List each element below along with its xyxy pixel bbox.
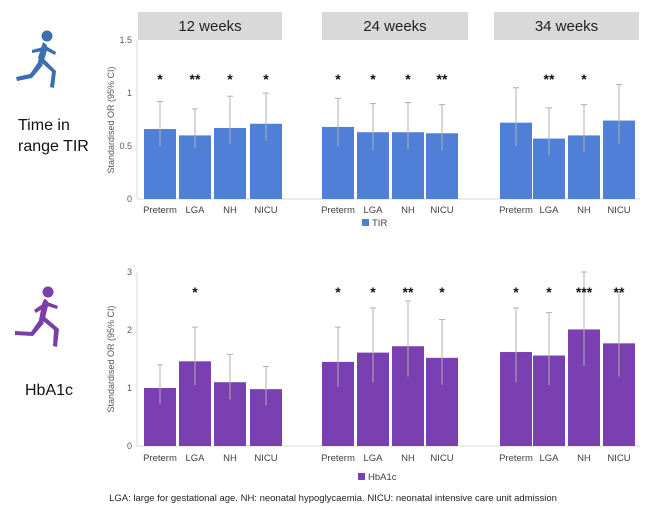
hba1c-side-label-line-1: HbA1c [25, 382, 74, 399]
runner-icon [16, 30, 56, 88]
significance-label: * [546, 284, 552, 300]
time-header-box [322, 12, 468, 40]
x-tick-label: NICU [430, 453, 453, 464]
y-tick-label: 0 [127, 194, 132, 204]
significance-label: * [439, 284, 445, 300]
hba1c-side-label: HbA1c [25, 380, 73, 401]
time-header-box [494, 12, 639, 40]
x-tick-label: LGA [185, 205, 205, 216]
significance-label: ** [544, 71, 555, 87]
y-tick-label: 0.5 [119, 141, 132, 151]
x-tick-label: NICU [607, 205, 630, 216]
x-tick-label: NH [223, 205, 237, 216]
legend-swatch [358, 473, 365, 480]
x-tick-label: Preterm [143, 205, 177, 216]
significance-label: * [335, 71, 341, 87]
legend-label: TIR [372, 218, 387, 229]
x-tick-label: Preterm [143, 453, 177, 464]
x-tick-label: NICU [430, 205, 453, 216]
x-tick-label: LGA [185, 453, 205, 464]
tir-side-label-line-2: range TIR [18, 138, 89, 155]
x-tick-label: LGA [539, 205, 559, 216]
y-tick-label: 2 [127, 325, 132, 335]
significance-label: * [370, 71, 376, 87]
runner-figure [15, 286, 59, 347]
significance-label: * [192, 284, 198, 300]
legend-swatch [362, 219, 369, 226]
x-tick-label: NICU [607, 453, 630, 464]
time-header-label: 34 weeks [535, 18, 598, 35]
significance-label: ** [190, 71, 201, 87]
x-tick-label: NH [401, 453, 415, 464]
x-tick-label: NH [223, 453, 237, 464]
significance-label: ** [437, 71, 448, 87]
tir-side-label-line-1: Time in [18, 117, 70, 134]
x-tick-label: LGA [539, 453, 559, 464]
significance-label: ** [614, 284, 625, 300]
significance-label: * [581, 71, 587, 87]
significance-label: *** [576, 284, 593, 300]
tir-side-label: Time in range TIR [18, 115, 89, 157]
x-tick-label: NH [401, 205, 415, 216]
x-tick-label: Preterm [321, 205, 355, 216]
y-tick-label: 1 [127, 383, 132, 393]
time-header-label: 12 weeks [178, 18, 241, 35]
significance-label: * [370, 284, 376, 300]
x-tick-label: NICU [254, 205, 277, 216]
x-tick-label: LGA [363, 453, 383, 464]
significance-label: ** [403, 284, 414, 300]
runner-figure [16, 30, 56, 88]
x-tick-label: Preterm [321, 453, 355, 464]
legend-label: HbA1c [368, 472, 397, 483]
y-tick-label: 1 [127, 88, 132, 98]
x-tick-label: Preterm [499, 205, 533, 216]
significance-label: * [335, 284, 341, 300]
significance-label: * [513, 284, 519, 300]
footnote: LGA: large for gestational age. NH: neon… [109, 493, 557, 504]
y-axis-title: Standardised OR (95% CI) [106, 66, 116, 173]
significance-label: * [263, 71, 269, 87]
y-axis-title: Standardised OR (95% CI) [106, 305, 116, 412]
runner-icon [15, 286, 59, 347]
y-tick-label: 3 [127, 267, 132, 277]
x-tick-label: NH [577, 453, 591, 464]
significance-label: * [157, 71, 163, 87]
significance-label: * [405, 71, 411, 87]
y-tick-label: 1.5 [119, 35, 132, 45]
time-header-box [138, 12, 282, 40]
significance-label: * [227, 71, 233, 87]
x-tick-label: NH [577, 205, 591, 216]
x-tick-label: Preterm [499, 453, 533, 464]
x-tick-label: NICU [254, 453, 277, 464]
y-tick-label: 0 [127, 441, 132, 451]
x-tick-label: LGA [363, 205, 383, 216]
charts-figure: 12 weeks 24 weeks 34 weeks 0 0.5 1 1.5 Standard… [106, 12, 640, 483]
time-header-label: 24 weeks [363, 18, 426, 35]
